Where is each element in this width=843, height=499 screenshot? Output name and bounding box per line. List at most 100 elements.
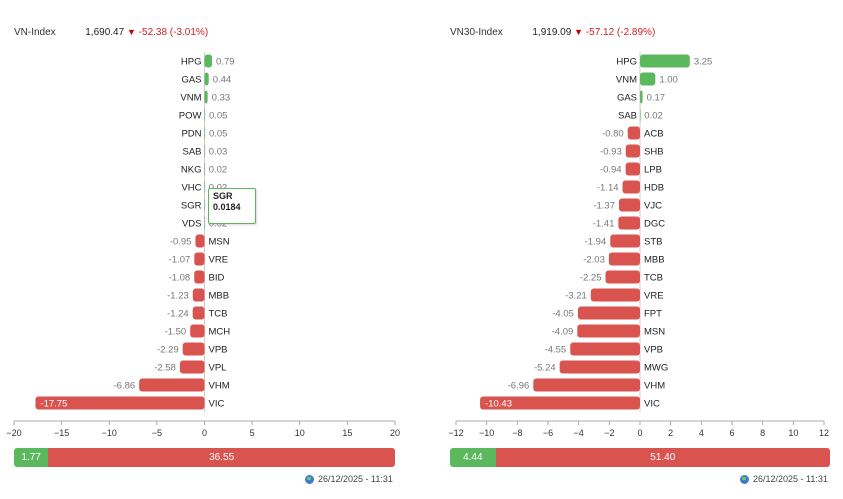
x-tick-label: 10	[295, 428, 305, 438]
tooltip-ticker: SGR	[213, 191, 233, 201]
bar-vnm[interactable]	[640, 72, 656, 86]
x-tick-label: −15	[54, 428, 69, 438]
x-tick-label: 4	[699, 428, 704, 438]
bar-vnm[interactable]	[204, 90, 208, 104]
bar-mch[interactable]	[190, 324, 205, 338]
x-tick-label: 6	[729, 428, 734, 438]
advance-segment: 4.44	[450, 448, 496, 467]
vnindex-panel: VN-Index 1,690.47 ▼ -52.38 (-3.01%) HPG 0…	[0, 0, 410, 499]
bar-sab[interactable]	[640, 108, 641, 122]
bar-vhc[interactable]	[204, 180, 206, 194]
ticker-label: VJC	[644, 201, 662, 212]
bar-sab[interactable]	[204, 144, 206, 158]
bar-vpb[interactable]	[570, 342, 640, 356]
ticker-label: SAB	[618, 111, 637, 122]
bar-vds[interactable]	[204, 216, 206, 230]
value-label: -6.96	[508, 381, 530, 392]
bar-hpg[interactable]	[204, 54, 213, 68]
ticker-label: HPG	[616, 57, 637, 68]
bar-sgr[interactable]	[204, 198, 206, 212]
bar-mwg[interactable]	[559, 360, 640, 374]
bar-vic[interactable]	[35, 396, 205, 410]
value-label: 0.02	[644, 111, 663, 122]
bar-vpb[interactable]	[182, 342, 205, 356]
bar-pdn[interactable]	[204, 126, 206, 140]
index-name: VN30-Index	[450, 27, 503, 38]
ticker-label: GAS	[181, 75, 201, 86]
ticker-label: MBB	[644, 255, 665, 266]
value-label: -2.58	[154, 363, 176, 374]
value-label: -1.37	[593, 201, 615, 212]
ticker-label: SHB	[644, 147, 664, 158]
vn30-header: VN30-Index 1,919.09 ▼ -57.12 (-2.89%)	[450, 27, 655, 38]
ticker-label: GAS	[617, 93, 637, 104]
bar-acb[interactable]	[627, 126, 640, 140]
x-tick-label: 0	[637, 428, 642, 438]
x-tick-label: −4	[574, 428, 584, 438]
value-label: -0.93	[600, 147, 622, 158]
value-label: -1.07	[169, 255, 191, 266]
bar-vhm[interactable]	[533, 378, 640, 392]
x-tick-label: −20	[6, 428, 21, 438]
bar-tcb[interactable]	[192, 306, 205, 320]
value-label: 0.05	[209, 129, 228, 140]
value-label: -4.05	[552, 309, 574, 320]
ticker-label: MCH	[209, 327, 231, 338]
ticker-label: VIC	[209, 399, 225, 410]
bar-bid[interactable]	[194, 270, 205, 284]
vn30-bar-chart: HPG 3.25 VNM 1.00 GAS 0.17 SAB 0.02 ACB -0.80 SHB -…	[448, 52, 829, 438]
bar-pow[interactable]	[204, 108, 206, 122]
bar-gas[interactable]	[204, 72, 209, 86]
vn30-panel: VN30-Index 1,919.09 ▼ -57.12 (-2.89%) HP…	[420, 0, 843, 499]
x-tick-label: −10	[479, 428, 494, 438]
ticker-label: VNM	[616, 75, 637, 86]
value-label: -3.21	[565, 291, 587, 302]
bar-mbb[interactable]	[608, 252, 640, 266]
ticker-label: SAB	[182, 147, 201, 158]
value-label: -4.09	[552, 327, 574, 338]
value-label: -10.43	[485, 399, 512, 410]
value-label: -0.95	[170, 237, 192, 248]
bar-msn[interactable]	[577, 324, 640, 338]
index-value: 1,690.47	[85, 27, 125, 38]
bar-nkg[interactable]	[204, 162, 206, 176]
value-label: -0.80	[602, 129, 624, 140]
timestamp-text: 26/12/2025 - 11:31	[753, 474, 828, 484]
bar-vre[interactable]	[194, 252, 205, 266]
x-tick-label: −8	[512, 428, 522, 438]
value-label: -1.14	[597, 183, 619, 194]
bar-shb[interactable]	[625, 144, 640, 158]
bar-fpt[interactable]	[577, 306, 640, 320]
bar-msn[interactable]	[195, 234, 205, 248]
bar-vhm[interactable]	[139, 378, 205, 392]
ticker-label: VRE	[209, 255, 229, 266]
x-tick-label: 0	[202, 428, 207, 438]
value-label: -1.08	[169, 273, 191, 284]
bar-vre[interactable]	[590, 288, 640, 302]
bar-mbb[interactable]	[192, 288, 205, 302]
value-label: -1.94	[585, 237, 607, 248]
bar-tcb[interactable]	[605, 270, 641, 284]
bar-vic[interactable]	[480, 396, 640, 410]
value-label: 0.44	[213, 75, 232, 86]
bar-stb[interactable]	[610, 234, 640, 248]
bar-lpb[interactable]	[625, 162, 640, 176]
ticker-label: ACB	[644, 129, 664, 140]
ticker-label: VPB	[209, 345, 228, 356]
ticker-label: MWG	[644, 363, 668, 374]
value-label: -5.24	[534, 363, 556, 374]
vnindex-header: VN-Index 1,690.47 ▼ -52.38 (-3.01%)	[14, 27, 208, 38]
bar-hpg[interactable]	[640, 54, 690, 68]
index-change: -57.12 (-2.89%)	[585, 27, 656, 38]
ticker-label: VIC	[644, 399, 660, 410]
bar-dgc[interactable]	[618, 216, 640, 230]
bar-hdb[interactable]	[622, 180, 640, 194]
ticker-label: HPG	[181, 57, 202, 68]
ticker-label: VDS	[182, 219, 202, 230]
ticker-label: STB	[644, 237, 662, 248]
bar-vjc[interactable]	[618, 198, 640, 212]
value-label: 0.79	[216, 57, 235, 68]
bar-gas[interactable]	[640, 90, 643, 104]
vnindex-timestamp: 26/12/2025 - 11:31	[305, 474, 393, 484]
bar-vpl[interactable]	[179, 360, 205, 374]
